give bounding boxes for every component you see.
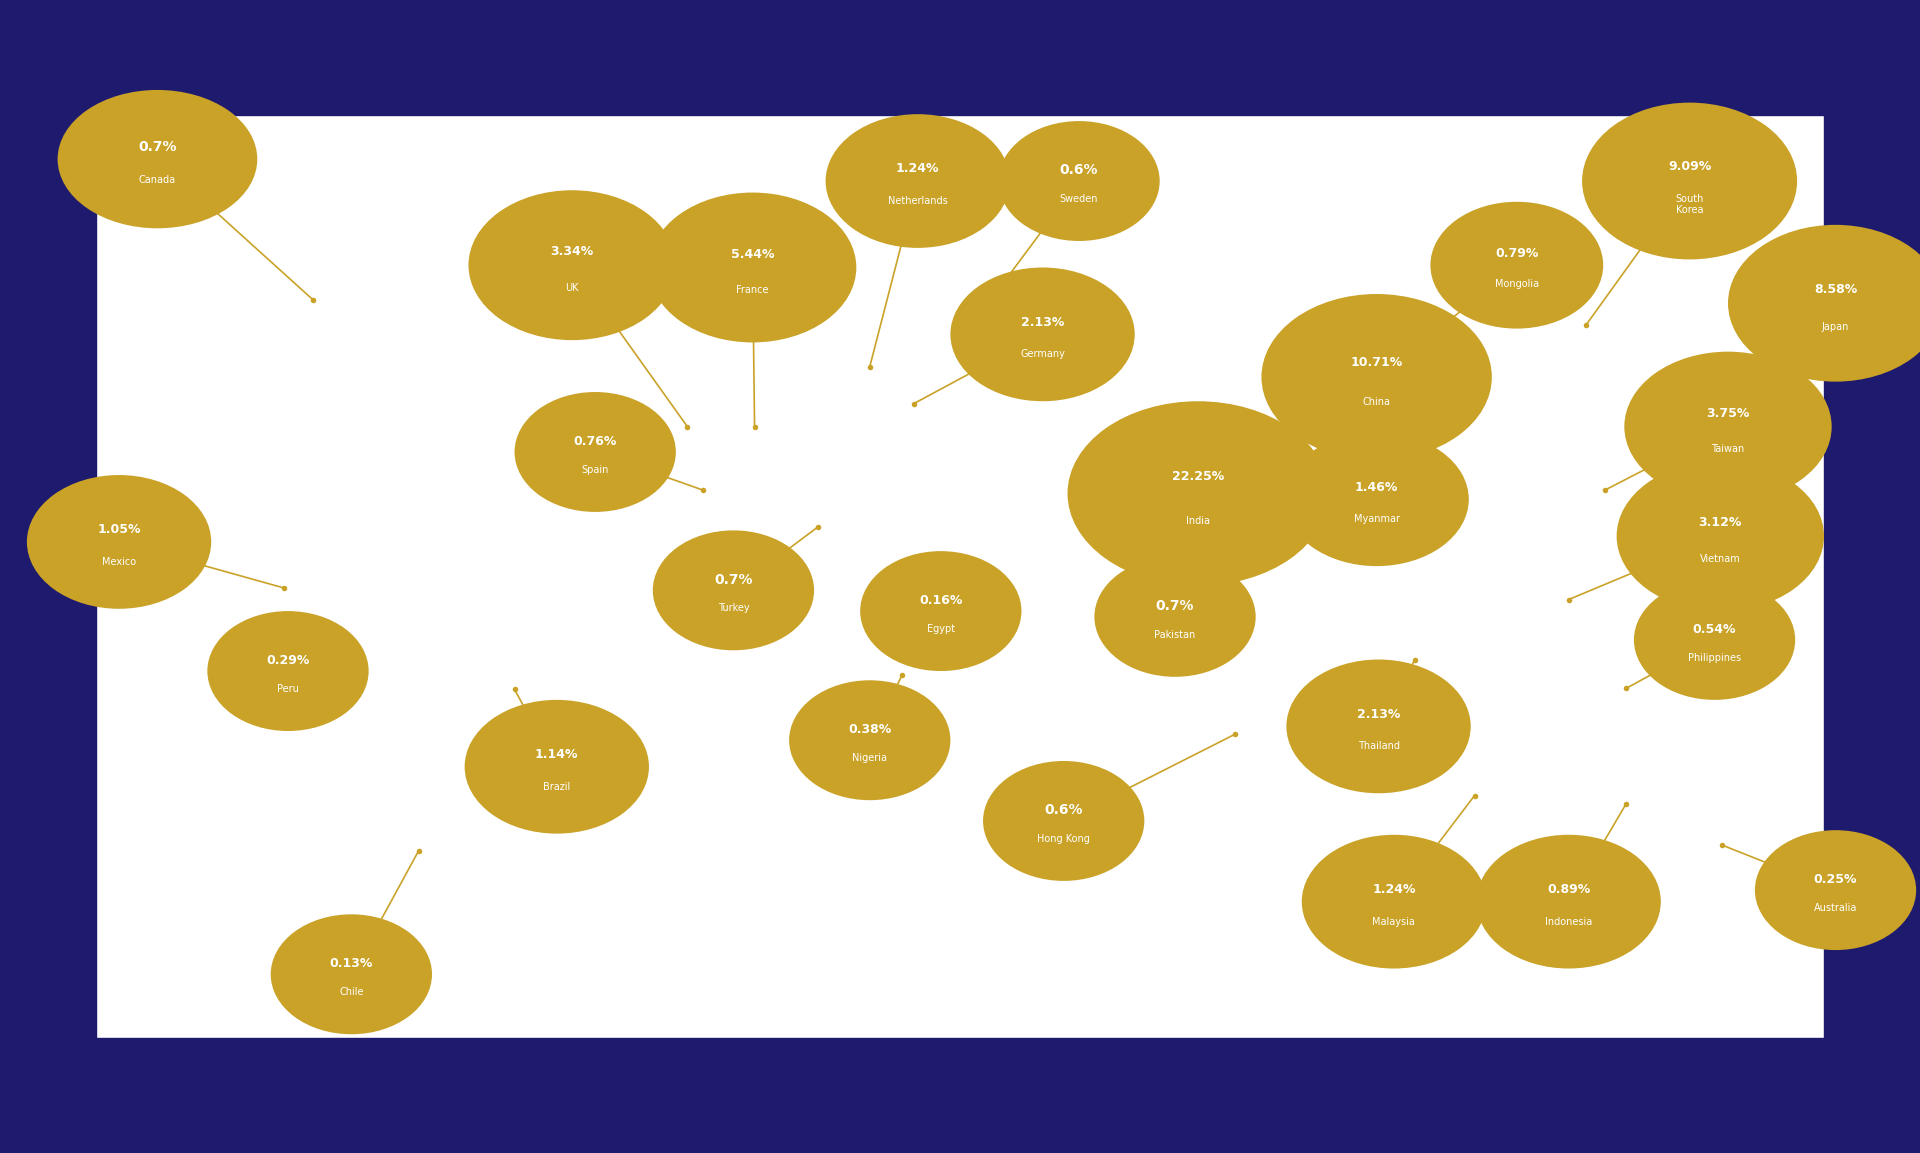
Text: Egypt: Egypt — [927, 624, 954, 634]
Text: 0.89%: 0.89% — [1548, 883, 1590, 896]
Text: France: France — [737, 285, 768, 295]
Ellipse shape — [1302, 835, 1486, 969]
Text: 0.25%: 0.25% — [1814, 873, 1857, 886]
Text: Spain: Spain — [582, 465, 609, 475]
Text: Netherlands: Netherlands — [887, 196, 948, 206]
Text: Taiwan: Taiwan — [1711, 444, 1745, 454]
Text: 3.34%: 3.34% — [551, 246, 593, 258]
Ellipse shape — [1617, 461, 1824, 611]
Text: Sweden: Sweden — [1060, 194, 1098, 204]
Ellipse shape — [653, 530, 814, 650]
Text: Indonesia: Indonesia — [1546, 917, 1592, 927]
Ellipse shape — [826, 114, 1010, 248]
Ellipse shape — [1284, 432, 1469, 566]
Text: 2.13%: 2.13% — [1357, 708, 1400, 721]
Ellipse shape — [1286, 660, 1471, 793]
Text: 0.38%: 0.38% — [849, 723, 891, 736]
Text: 0.29%: 0.29% — [267, 654, 309, 666]
Ellipse shape — [1582, 103, 1797, 259]
Text: 0.6%: 0.6% — [1060, 164, 1098, 178]
Text: Vietnam: Vietnam — [1699, 553, 1741, 564]
Text: Mexico: Mexico — [102, 557, 136, 567]
Text: Philippines: Philippines — [1688, 653, 1741, 663]
Ellipse shape — [207, 611, 369, 731]
Text: 0.54%: 0.54% — [1693, 623, 1736, 635]
Ellipse shape — [1755, 830, 1916, 950]
Text: Nigeria: Nigeria — [852, 753, 887, 763]
Ellipse shape — [998, 121, 1160, 241]
Text: 0.16%: 0.16% — [920, 594, 962, 606]
Text: 2.13%: 2.13% — [1021, 316, 1064, 329]
Ellipse shape — [58, 90, 257, 228]
Text: UK: UK — [564, 282, 580, 293]
Text: Peru: Peru — [276, 684, 300, 694]
Text: Australia: Australia — [1814, 903, 1857, 913]
Text: 1.14%: 1.14% — [536, 748, 578, 761]
Ellipse shape — [465, 700, 649, 834]
Text: South
Korea: South Korea — [1676, 194, 1703, 216]
Text: 1.24%: 1.24% — [1373, 883, 1415, 896]
Text: China: China — [1363, 397, 1390, 407]
Ellipse shape — [1728, 225, 1920, 382]
Text: Japan: Japan — [1822, 322, 1849, 332]
Ellipse shape — [950, 267, 1135, 401]
Text: Myanmar: Myanmar — [1354, 514, 1400, 525]
Text: 10.71%: 10.71% — [1350, 355, 1404, 369]
Text: 0.7%: 0.7% — [714, 573, 753, 587]
Ellipse shape — [468, 190, 676, 340]
Text: India: India — [1187, 517, 1210, 526]
Text: 9.09%: 9.09% — [1668, 160, 1711, 173]
Text: 0.76%: 0.76% — [574, 435, 616, 447]
Ellipse shape — [1261, 294, 1492, 460]
Text: Germany: Germany — [1020, 349, 1066, 360]
Text: Hong Kong: Hong Kong — [1037, 834, 1091, 844]
Text: Turkey: Turkey — [718, 603, 749, 613]
Ellipse shape — [789, 680, 950, 800]
Bar — [96, 115, 1824, 1038]
Ellipse shape — [1476, 835, 1661, 969]
Ellipse shape — [1634, 580, 1795, 700]
Text: Canada: Canada — [138, 175, 177, 184]
Ellipse shape — [1068, 401, 1329, 586]
Text: 0.6%: 0.6% — [1044, 804, 1083, 817]
Text: 5.44%: 5.44% — [732, 248, 774, 261]
Text: Thailand: Thailand — [1357, 741, 1400, 752]
Text: 0.7%: 0.7% — [138, 140, 177, 153]
Ellipse shape — [515, 392, 676, 512]
Ellipse shape — [860, 551, 1021, 671]
Text: Malaysia: Malaysia — [1373, 917, 1415, 927]
Text: 22.25%: 22.25% — [1171, 470, 1225, 483]
Ellipse shape — [1094, 557, 1256, 677]
Ellipse shape — [27, 475, 211, 609]
Ellipse shape — [983, 761, 1144, 881]
Text: 0.7%: 0.7% — [1156, 600, 1194, 613]
Ellipse shape — [1624, 352, 1832, 502]
Text: 0.13%: 0.13% — [330, 957, 372, 970]
Ellipse shape — [1430, 202, 1603, 329]
Text: 0.79%: 0.79% — [1496, 247, 1538, 261]
Text: 3.12%: 3.12% — [1699, 517, 1741, 529]
Text: 1.46%: 1.46% — [1356, 481, 1398, 493]
Text: 1.05%: 1.05% — [98, 523, 140, 536]
Text: Mongolia: Mongolia — [1496, 279, 1538, 289]
Text: 8.58%: 8.58% — [1814, 282, 1857, 295]
Text: 1.24%: 1.24% — [897, 163, 939, 175]
Text: Brazil: Brazil — [543, 782, 570, 792]
Text: 3.75%: 3.75% — [1707, 407, 1749, 420]
Text: Pakistan: Pakistan — [1154, 630, 1196, 640]
Ellipse shape — [649, 193, 856, 342]
Ellipse shape — [271, 914, 432, 1034]
Text: Chile: Chile — [340, 987, 363, 997]
